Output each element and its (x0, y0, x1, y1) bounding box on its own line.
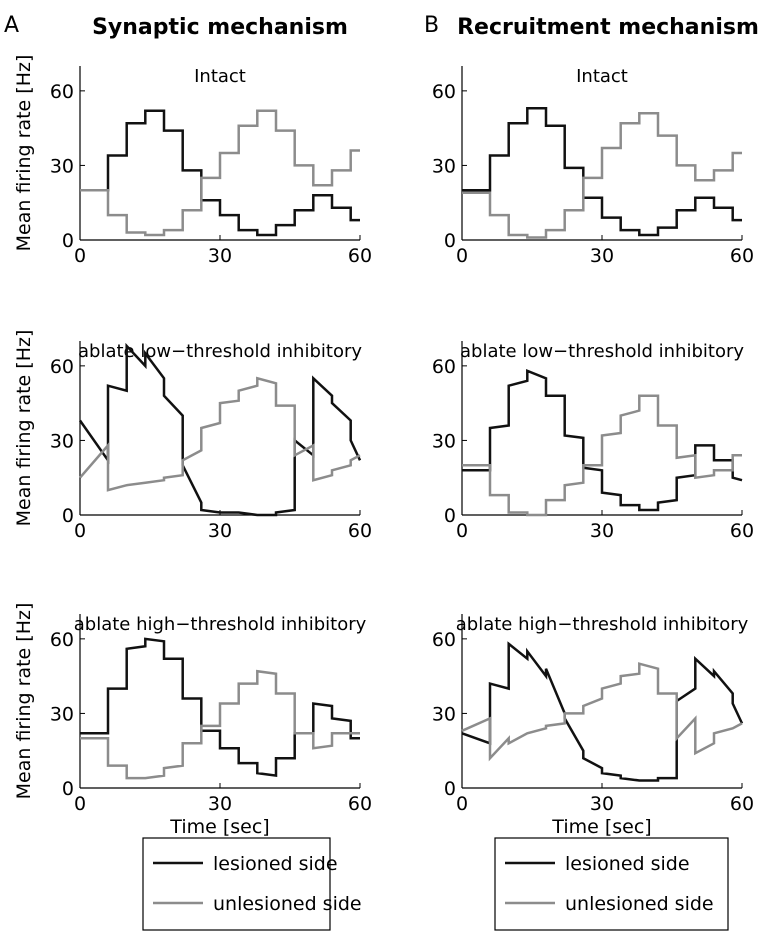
x-tick-label: 60 (348, 520, 372, 542)
plot-title: Intact (576, 66, 628, 87)
x-tick-label: 30 (590, 245, 614, 267)
y-tick-label: 0 (62, 505, 74, 527)
x-tick-label: 30 (208, 520, 232, 542)
series-line (80, 109, 360, 237)
y-tick-label: 0 (62, 230, 74, 252)
series-line (461, 662, 743, 762)
y-tick-label: 60 (432, 81, 456, 103)
series-line (80, 669, 360, 780)
panel-heading: Recruitment mechanism (457, 15, 759, 40)
x-tick-label: 0 (456, 245, 468, 267)
x-tick-label: 60 (730, 520, 754, 542)
x-tick-label: 0 (456, 520, 468, 542)
legend-box (494, 837, 729, 931)
x-tick-label: 0 (74, 520, 86, 542)
plot-title: Intact (194, 66, 246, 87)
legend-box (142, 837, 331, 931)
plot-title: ablate low−threshold inhibitory (460, 341, 744, 362)
series-line (79, 376, 361, 492)
x-tick-label: 30 (208, 245, 232, 267)
plot-title: ablate low−threshold inhibitory (78, 341, 362, 362)
legend-label: lesioned side (565, 853, 690, 875)
panel-heading: Synaptic mechanism (92, 15, 348, 40)
y-tick-label: 30 (432, 155, 456, 177)
x-tick-label: 0 (74, 793, 86, 815)
y-tick-label: 0 (444, 778, 456, 800)
x-tick-label: 60 (730, 793, 754, 815)
y-tick-label: 60 (50, 356, 74, 378)
plot-title: ablate high−threshold inhibitory (456, 614, 749, 635)
series-line (462, 394, 742, 517)
panel-letter: B (424, 13, 439, 38)
series-line (462, 111, 742, 239)
y-tick-label: 60 (432, 356, 456, 378)
x-axis-label: Time [sec] (551, 816, 651, 838)
y-tick-label: 0 (444, 230, 456, 252)
x-tick-label: 60 (348, 793, 372, 815)
x-tick-label: 30 (208, 793, 232, 815)
y-axis-label: Mean firing rate [Hz] (13, 330, 35, 527)
y-tick-label: 30 (50, 155, 74, 177)
legend-label: lesioned side (213, 853, 338, 875)
series-line (78, 342, 362, 517)
legend-label: unlesioned side (213, 893, 362, 915)
y-axis-label: Mean firing rate [Hz] (13, 55, 35, 252)
y-tick-label: 60 (432, 629, 456, 651)
y-tick-label: 30 (432, 703, 456, 725)
x-axis-label: Time [sec] (169, 816, 269, 838)
y-tick-label: 60 (50, 629, 74, 651)
x-tick-label: 60 (348, 245, 372, 267)
x-tick-label: 30 (590, 520, 614, 542)
y-axis-label: Mean firing rate [Hz] (13, 603, 35, 800)
x-tick-label: 60 (730, 245, 754, 267)
y-tick-label: 0 (62, 778, 74, 800)
x-tick-label: 0 (74, 245, 86, 267)
y-tick-label: 0 (444, 505, 456, 527)
series-line (80, 109, 360, 237)
y-tick-label: 30 (432, 430, 456, 452)
y-tick-label: 30 (50, 430, 74, 452)
legend-label: unlesioned side (565, 893, 714, 915)
y-tick-label: 60 (50, 81, 74, 103)
panel-letter: A (4, 13, 19, 38)
series-line (462, 107, 742, 237)
y-tick-label: 30 (50, 703, 74, 725)
x-tick-label: 30 (590, 793, 614, 815)
plot-title: ablate high−threshold inhibitory (74, 614, 367, 635)
series-line (461, 641, 744, 782)
series-line (80, 637, 360, 778)
x-tick-label: 0 (456, 793, 468, 815)
series-line (462, 368, 743, 512)
